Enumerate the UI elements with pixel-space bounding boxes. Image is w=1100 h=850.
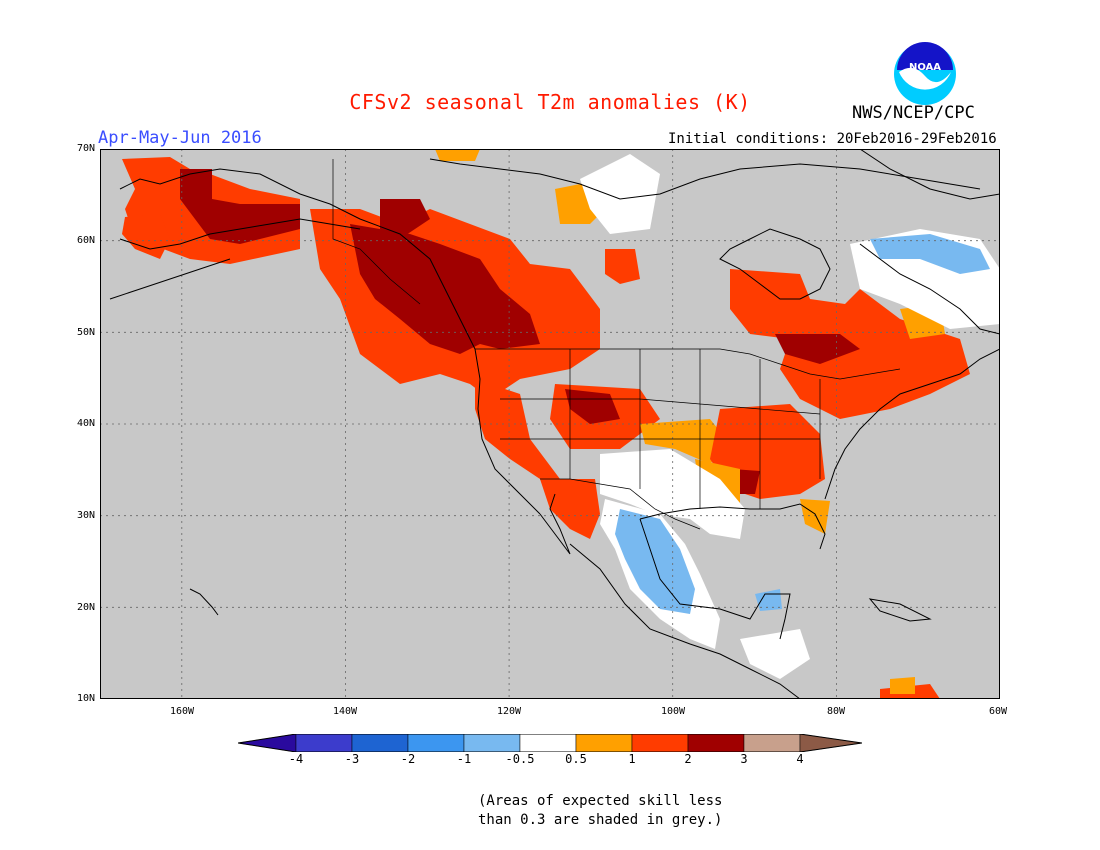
skill-note-line2: than 0.3 are shaded in grey.) bbox=[478, 812, 723, 828]
coast-mexico-gulf bbox=[639, 518, 791, 640]
colorbar-label: 1 bbox=[628, 752, 636, 766]
lat-label-30n: 30N bbox=[76, 510, 95, 521]
shade-arctic-amber-top bbox=[435, 149, 480, 161]
colorbar-swatch-0 bbox=[238, 734, 297, 752]
shade-labrador-blue bbox=[870, 234, 990, 274]
coast-labrador bbox=[859, 243, 1000, 335]
colorbar-swatch-9 bbox=[743, 734, 801, 752]
coast-hudson-bay bbox=[719, 228, 831, 300]
colorbar-swatch-6 bbox=[575, 734, 633, 752]
map-title: CFSv2 seasonal T2m anomalies (K) bbox=[349, 90, 751, 114]
lon-label-140w: 140W bbox=[332, 706, 358, 717]
colorbar bbox=[238, 734, 862, 752]
lat-label-10n: 10N bbox=[76, 693, 95, 704]
forecast-period: Apr-May-Jun 2016 bbox=[98, 128, 262, 148]
shade-alaska-darkred bbox=[180, 169, 300, 244]
colorbar-swatch-3 bbox=[407, 734, 465, 752]
colorbar-label: 4 bbox=[796, 752, 804, 766]
skill-note: (Areas of expected skill less than 0.3 a… bbox=[478, 792, 722, 830]
lat-label-20n: 20N bbox=[76, 602, 95, 613]
coast-hawaii bbox=[189, 588, 219, 616]
lon-label-100w: 100W bbox=[660, 706, 686, 717]
skill-note-line1: (Areas of expected skill less bbox=[478, 793, 723, 809]
border-us-canada bbox=[475, 348, 901, 380]
coast-gulf bbox=[639, 503, 826, 550]
coast-us-east bbox=[824, 348, 1000, 500]
coast-alaska bbox=[119, 168, 476, 350]
shade-yukon-darkred bbox=[380, 199, 430, 239]
colorbar-label: -0.5 bbox=[505, 752, 535, 766]
colorbar-label: -2 bbox=[400, 752, 416, 766]
shade-mexico-blue bbox=[615, 509, 695, 614]
coast-baja bbox=[539, 493, 571, 555]
neutral-cool-shading bbox=[580, 154, 1000, 679]
coast-us-west bbox=[474, 348, 541, 515]
shade-sw-us-white bbox=[600, 449, 745, 539]
coast-mexico-pacific bbox=[569, 543, 801, 699]
colorbar-swatch-10 bbox=[799, 734, 862, 752]
shade-arctic-white bbox=[580, 154, 660, 234]
lon-label-60w: 60W bbox=[988, 706, 1008, 717]
coast-aleutians bbox=[109, 258, 231, 300]
lat-label-50n: 50N bbox=[76, 327, 95, 338]
colorbar-swatch-2 bbox=[351, 734, 409, 752]
lon-label-80w: 80W bbox=[826, 706, 846, 717]
colorbar-swatch-1 bbox=[295, 734, 353, 752]
coast-greenland-edge bbox=[859, 149, 1000, 200]
coastlines bbox=[109, 149, 1000, 699]
colorbar-label: -1 bbox=[456, 752, 472, 766]
coast-arctic bbox=[429, 158, 981, 200]
shade-ontario-darkred bbox=[775, 334, 860, 364]
graticule bbox=[100, 149, 1000, 699]
lon-label-160w: 160W bbox=[169, 706, 195, 717]
shade-plains-darkred bbox=[565, 389, 620, 424]
lat-label-40n: 40N bbox=[76, 418, 95, 429]
colorbar-label: 0.5 bbox=[565, 752, 587, 766]
initial-conditions: Initial conditions: 20Feb2016-29Feb2016 bbox=[668, 131, 997, 147]
border-alaska-canada bbox=[332, 159, 421, 305]
colorbar-label: 2 bbox=[684, 752, 692, 766]
colorbar-swatch-5 bbox=[519, 734, 577, 752]
political-borders bbox=[332, 159, 901, 530]
coast-alaska-south bbox=[119, 218, 361, 250]
coast-cuba bbox=[868, 598, 932, 622]
colorbar-label: 3 bbox=[740, 752, 748, 766]
colorbar-swatch-4 bbox=[463, 734, 521, 752]
colorbar-swatch-8 bbox=[687, 734, 745, 752]
logo-text: NOAA bbox=[909, 62, 941, 73]
colorbar-label: -3 bbox=[344, 752, 360, 766]
colorbar-label: -4 bbox=[288, 752, 304, 766]
noaa-logo: NOAA bbox=[894, 42, 956, 105]
lat-label-60n: 60N bbox=[76, 235, 95, 246]
shade-caribbean-amber bbox=[890, 677, 915, 694]
shade-plains-amber bbox=[640, 419, 730, 464]
logo-gull bbox=[899, 67, 951, 90]
border-us-states bbox=[500, 349, 821, 509]
colorbar-swatch-7 bbox=[631, 734, 689, 752]
logo-sky bbox=[897, 42, 953, 70]
shade-hudson-orange bbox=[605, 249, 640, 284]
lat-label-70n: 70N bbox=[76, 143, 95, 154]
shade-baja-orange bbox=[545, 479, 600, 539]
shade-central-america-white bbox=[740, 629, 810, 679]
shade-florida-amber bbox=[800, 499, 830, 534]
organization-label: NWS/NCEP/CPC bbox=[852, 103, 975, 123]
lon-label-120w: 120W bbox=[496, 706, 522, 717]
anomaly-map bbox=[100, 149, 1000, 699]
